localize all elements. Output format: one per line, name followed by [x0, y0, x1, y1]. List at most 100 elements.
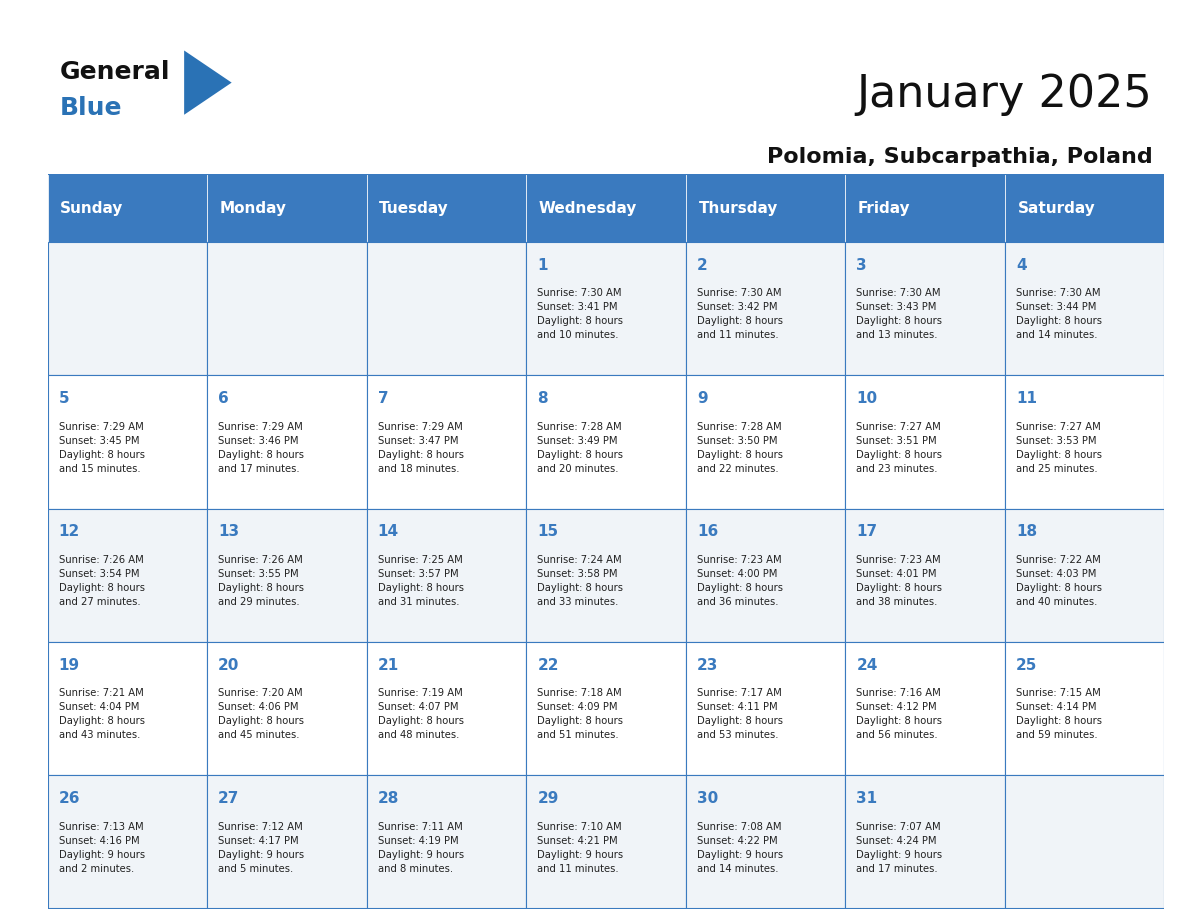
- Text: 11: 11: [1016, 391, 1037, 406]
- Text: Tuesday: Tuesday: [379, 200, 449, 216]
- Bar: [207, 241, 367, 375]
- Text: Wednesday: Wednesday: [539, 200, 637, 216]
- Bar: [845, 241, 1005, 375]
- Text: Sunrise: 7:26 AM
Sunset: 3:55 PM
Daylight: 8 hours
and 29 minutes.: Sunrise: 7:26 AM Sunset: 3:55 PM Dayligh…: [219, 555, 304, 607]
- Bar: [48, 241, 207, 375]
- Text: 21: 21: [378, 658, 399, 673]
- Text: Sunrise: 7:29 AM
Sunset: 3:46 PM
Daylight: 8 hours
and 17 minutes.: Sunrise: 7:29 AM Sunset: 3:46 PM Dayligh…: [219, 421, 304, 474]
- Bar: [845, 174, 1005, 241]
- Text: Polomia, Subcarpathia, Poland: Polomia, Subcarpathia, Poland: [766, 147, 1152, 167]
- Bar: [367, 509, 526, 642]
- Text: Sunrise: 7:28 AM
Sunset: 3:50 PM
Daylight: 8 hours
and 22 minutes.: Sunrise: 7:28 AM Sunset: 3:50 PM Dayligh…: [697, 421, 783, 474]
- Text: 22: 22: [537, 658, 558, 673]
- Bar: [845, 642, 1005, 776]
- Bar: [207, 509, 367, 642]
- Bar: [526, 174, 685, 241]
- Text: 13: 13: [219, 524, 239, 540]
- Text: January 2025: January 2025: [857, 73, 1152, 117]
- Text: Sunrise: 7:30 AM
Sunset: 3:42 PM
Daylight: 8 hours
and 11 minutes.: Sunrise: 7:30 AM Sunset: 3:42 PM Dayligh…: [697, 288, 783, 341]
- Bar: [207, 174, 367, 241]
- Bar: [207, 776, 367, 909]
- Bar: [845, 776, 1005, 909]
- Text: 8: 8: [537, 391, 548, 406]
- Bar: [685, 375, 845, 509]
- Text: Sunrise: 7:29 AM
Sunset: 3:47 PM
Daylight: 8 hours
and 18 minutes.: Sunrise: 7:29 AM Sunset: 3:47 PM Dayligh…: [378, 421, 463, 474]
- Bar: [685, 241, 845, 375]
- Bar: [1005, 776, 1164, 909]
- Bar: [526, 241, 685, 375]
- Bar: [48, 642, 207, 776]
- Text: Monday: Monday: [220, 200, 286, 216]
- Text: 29: 29: [537, 791, 558, 806]
- Bar: [48, 174, 207, 241]
- Text: 18: 18: [1016, 524, 1037, 540]
- Text: Saturday: Saturday: [1017, 200, 1095, 216]
- Bar: [207, 642, 367, 776]
- Bar: [207, 375, 367, 509]
- Text: 4: 4: [1016, 258, 1026, 273]
- Text: Sunrise: 7:27 AM
Sunset: 3:53 PM
Daylight: 8 hours
and 25 minutes.: Sunrise: 7:27 AM Sunset: 3:53 PM Dayligh…: [1016, 421, 1102, 474]
- Text: Sunrise: 7:22 AM
Sunset: 4:03 PM
Daylight: 8 hours
and 40 minutes.: Sunrise: 7:22 AM Sunset: 4:03 PM Dayligh…: [1016, 555, 1102, 607]
- Text: Blue: Blue: [59, 96, 122, 120]
- Text: 6: 6: [219, 391, 229, 406]
- Text: 24: 24: [857, 658, 878, 673]
- Polygon shape: [184, 50, 232, 115]
- Text: 14: 14: [378, 524, 399, 540]
- Bar: [367, 375, 526, 509]
- Bar: [1005, 241, 1164, 375]
- Bar: [526, 509, 685, 642]
- Text: 30: 30: [697, 791, 718, 806]
- Bar: [526, 375, 685, 509]
- Text: 17: 17: [857, 524, 878, 540]
- Text: Sunrise: 7:30 AM
Sunset: 3:41 PM
Daylight: 8 hours
and 10 minutes.: Sunrise: 7:30 AM Sunset: 3:41 PM Dayligh…: [537, 288, 624, 341]
- Text: Sunrise: 7:29 AM
Sunset: 3:45 PM
Daylight: 8 hours
and 15 minutes.: Sunrise: 7:29 AM Sunset: 3:45 PM Dayligh…: [58, 421, 145, 474]
- Text: 2: 2: [697, 258, 708, 273]
- Text: Sunrise: 7:17 AM
Sunset: 4:11 PM
Daylight: 8 hours
and 53 minutes.: Sunrise: 7:17 AM Sunset: 4:11 PM Dayligh…: [697, 688, 783, 741]
- Bar: [845, 375, 1005, 509]
- Bar: [48, 509, 207, 642]
- Bar: [1005, 174, 1164, 241]
- Bar: [1005, 509, 1164, 642]
- Text: 7: 7: [378, 391, 388, 406]
- Bar: [367, 241, 526, 375]
- Text: Sunrise: 7:20 AM
Sunset: 4:06 PM
Daylight: 8 hours
and 45 minutes.: Sunrise: 7:20 AM Sunset: 4:06 PM Dayligh…: [219, 688, 304, 741]
- Text: Sunrise: 7:23 AM
Sunset: 4:00 PM
Daylight: 8 hours
and 36 minutes.: Sunrise: 7:23 AM Sunset: 4:00 PM Dayligh…: [697, 555, 783, 607]
- Bar: [526, 776, 685, 909]
- Bar: [48, 776, 207, 909]
- Bar: [845, 509, 1005, 642]
- Text: Sunrise: 7:10 AM
Sunset: 4:21 PM
Daylight: 9 hours
and 11 minutes.: Sunrise: 7:10 AM Sunset: 4:21 PM Dayligh…: [537, 822, 624, 874]
- Text: Sunrise: 7:13 AM
Sunset: 4:16 PM
Daylight: 9 hours
and 2 minutes.: Sunrise: 7:13 AM Sunset: 4:16 PM Dayligh…: [58, 822, 145, 874]
- Text: Sunrise: 7:30 AM
Sunset: 3:43 PM
Daylight: 8 hours
and 13 minutes.: Sunrise: 7:30 AM Sunset: 3:43 PM Dayligh…: [857, 288, 942, 341]
- Text: Sunrise: 7:21 AM
Sunset: 4:04 PM
Daylight: 8 hours
and 43 minutes.: Sunrise: 7:21 AM Sunset: 4:04 PM Dayligh…: [58, 688, 145, 741]
- Bar: [526, 642, 685, 776]
- Text: Friday: Friday: [858, 200, 910, 216]
- Text: Sunrise: 7:24 AM
Sunset: 3:58 PM
Daylight: 8 hours
and 33 minutes.: Sunrise: 7:24 AM Sunset: 3:58 PM Dayligh…: [537, 555, 624, 607]
- Text: 28: 28: [378, 791, 399, 806]
- Text: Sunrise: 7:07 AM
Sunset: 4:24 PM
Daylight: 9 hours
and 17 minutes.: Sunrise: 7:07 AM Sunset: 4:24 PM Dayligh…: [857, 822, 942, 874]
- Text: 20: 20: [219, 658, 240, 673]
- Bar: [685, 776, 845, 909]
- Text: Sunrise: 7:16 AM
Sunset: 4:12 PM
Daylight: 8 hours
and 56 minutes.: Sunrise: 7:16 AM Sunset: 4:12 PM Dayligh…: [857, 688, 942, 741]
- Bar: [685, 174, 845, 241]
- Text: 16: 16: [697, 524, 718, 540]
- Text: Sunrise: 7:27 AM
Sunset: 3:51 PM
Daylight: 8 hours
and 23 minutes.: Sunrise: 7:27 AM Sunset: 3:51 PM Dayligh…: [857, 421, 942, 474]
- Bar: [367, 174, 526, 241]
- Bar: [685, 509, 845, 642]
- Text: 12: 12: [58, 524, 80, 540]
- Text: 31: 31: [857, 791, 878, 806]
- Text: 25: 25: [1016, 658, 1037, 673]
- Text: 19: 19: [58, 658, 80, 673]
- Text: Sunrise: 7:08 AM
Sunset: 4:22 PM
Daylight: 9 hours
and 14 minutes.: Sunrise: 7:08 AM Sunset: 4:22 PM Dayligh…: [697, 822, 783, 874]
- Text: Thursday: Thursday: [699, 200, 778, 216]
- Text: Sunrise: 7:23 AM
Sunset: 4:01 PM
Daylight: 8 hours
and 38 minutes.: Sunrise: 7:23 AM Sunset: 4:01 PM Dayligh…: [857, 555, 942, 607]
- Bar: [367, 776, 526, 909]
- Text: Sunrise: 7:25 AM
Sunset: 3:57 PM
Daylight: 8 hours
and 31 minutes.: Sunrise: 7:25 AM Sunset: 3:57 PM Dayligh…: [378, 555, 463, 607]
- Text: 15: 15: [537, 524, 558, 540]
- Text: 9: 9: [697, 391, 707, 406]
- Text: Sunrise: 7:18 AM
Sunset: 4:09 PM
Daylight: 8 hours
and 51 minutes.: Sunrise: 7:18 AM Sunset: 4:09 PM Dayligh…: [537, 688, 624, 741]
- Text: 27: 27: [219, 791, 240, 806]
- Bar: [1005, 375, 1164, 509]
- Text: Sunrise: 7:11 AM
Sunset: 4:19 PM
Daylight: 9 hours
and 8 minutes.: Sunrise: 7:11 AM Sunset: 4:19 PM Dayligh…: [378, 822, 463, 874]
- Text: Sunrise: 7:19 AM
Sunset: 4:07 PM
Daylight: 8 hours
and 48 minutes.: Sunrise: 7:19 AM Sunset: 4:07 PM Dayligh…: [378, 688, 463, 741]
- Text: Sunrise: 7:12 AM
Sunset: 4:17 PM
Daylight: 9 hours
and 5 minutes.: Sunrise: 7:12 AM Sunset: 4:17 PM Dayligh…: [219, 822, 304, 874]
